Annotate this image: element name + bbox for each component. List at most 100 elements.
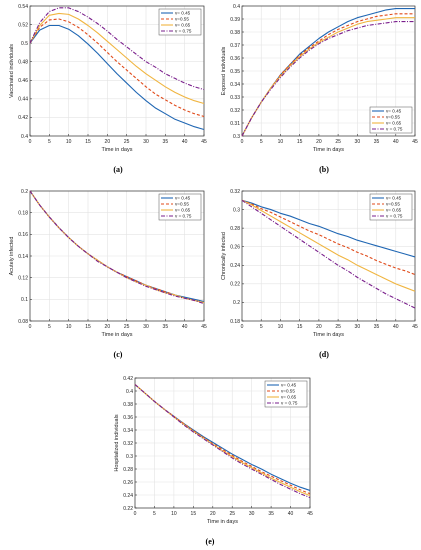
- x-tick-label: 30: [143, 324, 149, 330]
- y-tick-label: 0.42: [123, 376, 133, 382]
- legend-label-3: ν= 0.65: [175, 23, 191, 28]
- panel-label-d: (d): [319, 350, 329, 359]
- y-axis-label: Hospitalized individuals: [114, 414, 120, 471]
- x-tick-label: 10: [278, 139, 284, 145]
- x-axis-label: Time in days: [313, 332, 344, 338]
- x-tick-label: 15: [297, 324, 303, 330]
- x-tick-label: 30: [355, 139, 361, 145]
- y-tick-label: 0.32: [230, 108, 240, 114]
- panel-label-b: (b): [319, 165, 329, 174]
- legend-label-2: ν=0.55: [386, 115, 400, 120]
- x-axis-label: Time in days: [313, 147, 344, 153]
- legend-label-1: ν= 0.45: [175, 11, 191, 16]
- x-tick-label: 45: [412, 139, 418, 145]
- x-tick-label: 10: [66, 139, 72, 145]
- panel-label-e: (e): [205, 537, 215, 546]
- series-line-4: [241, 199, 416, 309]
- legend-label-4: ν = 0.75: [175, 29, 192, 34]
- x-tick-label: 15: [85, 139, 91, 145]
- y-tick-label: 0.48: [18, 60, 28, 66]
- x-tick-label: 5: [48, 139, 51, 145]
- x-tick-label: 25: [335, 139, 341, 145]
- x-tick-label: 30: [143, 139, 149, 145]
- legend-label-2: ν=0.55: [175, 17, 189, 22]
- legend-label-4: ν = 0.75: [386, 127, 403, 132]
- y-tick-label: 0.32: [230, 189, 240, 195]
- y-tick-label: 0.22: [230, 282, 240, 288]
- x-tick-label: 45: [412, 324, 418, 330]
- y-tick-label: 0.18: [18, 210, 28, 216]
- y-tick-label: 0.2: [21, 189, 28, 195]
- y-tick-label: 0.36: [123, 415, 133, 421]
- y-tick-label: 0.26: [230, 245, 240, 251]
- series-line-3: [241, 17, 415, 137]
- y-tick-label: 0.24: [123, 493, 133, 499]
- y-tick-label: 0.46: [18, 78, 28, 84]
- x-axis-label: Time in days: [102, 147, 133, 153]
- series-line-3: [241, 199, 416, 292]
- y-tick-label: 0.5: [21, 41, 28, 47]
- panel-label-a: (a): [113, 165, 123, 174]
- x-tick-label: 45: [307, 511, 313, 517]
- x-tick-label: 35: [268, 511, 274, 517]
- x-tick-label: 5: [260, 139, 263, 145]
- y-tick-label: 0.34: [230, 82, 240, 88]
- x-tick-label: 0: [29, 139, 32, 145]
- y-tick-label: 0.24: [230, 263, 240, 269]
- y-tick-label: 0.26: [123, 480, 133, 486]
- plot-frame: [29, 190, 205, 322]
- x-tick-label: 10: [66, 324, 72, 330]
- x-axis-label: Time in days: [207, 519, 238, 525]
- series-line-4: [29, 190, 205, 305]
- y-tick-label: 0.39: [230, 17, 240, 23]
- y-tick-label: 0.34: [123, 428, 133, 434]
- y-tick-label: 0.31: [230, 121, 240, 127]
- chart-hospitalized: 0 5 10 15 20 25 30 35 40 45 0.22 0.24 0.26 0.28 0.3 0.3…: [114, 376, 313, 525]
- legend-label-1: ν= 0.45: [281, 383, 297, 388]
- x-tick-label: 0: [134, 511, 137, 517]
- plot-frame: [134, 377, 311, 509]
- y-tick-label: 0.18: [230, 319, 240, 325]
- y-tick-label: 0.28: [123, 467, 133, 473]
- legend: ν= 0.45ν=0.55ν= 0.65ν = 0.75: [158, 193, 202, 221]
- x-tick-label: 45: [201, 324, 207, 330]
- x-tick-label: 5: [260, 324, 263, 330]
- y-tick-label: 0.54: [18, 4, 28, 10]
- x-tick-label: 20: [316, 139, 322, 145]
- panel-label-c: (c): [113, 350, 123, 359]
- y-tick-label: 0.4: [126, 389, 133, 395]
- series-line-3: [29, 12, 205, 105]
- chart-exposed: 0 5 10 15 20 25 30 35 40 45 0.3 0.31 0.32 0.33 0.34 0.3…: [221, 4, 418, 153]
- x-tick-label: 40: [182, 324, 188, 330]
- x-tick-label: 15: [85, 324, 91, 330]
- legend-label-4: ν = 0.75: [281, 401, 298, 406]
- x-tick-label: 0: [29, 324, 32, 330]
- legend: ν= 0.45ν=0.55ν= 0.65ν = 0.75: [369, 106, 413, 134]
- chart-chronically-infected: 0 5 10 15 20 25 30 35 40 45 0.18 0.2 0.22 0.24 0.26 0.2…: [221, 189, 418, 338]
- x-tick-label: 15: [191, 511, 197, 517]
- y-axis-label: Vaccinated individuals: [9, 44, 15, 98]
- x-tick-label: 10: [278, 324, 284, 330]
- x-axis-label: Time in days: [102, 332, 133, 338]
- y-tick-label: 0.38: [230, 30, 240, 36]
- series-line-2: [29, 18, 205, 118]
- x-tick-label: 30: [249, 511, 255, 517]
- y-tick-label: 0.12: [18, 275, 28, 281]
- x-tick-label: 0: [241, 324, 244, 330]
- y-tick-label: 0.33: [230, 95, 240, 101]
- x-tick-label: 40: [288, 511, 294, 517]
- y-tick-label: 0.08: [18, 319, 28, 325]
- x-tick-label: 20: [316, 324, 322, 330]
- plot-frame: [241, 5, 416, 137]
- x-tick-label: 0: [241, 139, 244, 145]
- x-tick-label: 25: [124, 139, 130, 145]
- legend-label-4: ν = 0.75: [386, 214, 403, 219]
- x-tick-label: 45: [201, 139, 207, 145]
- series-line-1: [241, 199, 416, 258]
- series-line-4: [134, 384, 311, 499]
- legend-label-1: ν= 0.45: [386, 196, 402, 201]
- legend-label-2: ν=0.55: [281, 389, 295, 394]
- legend: ν= 0.45ν=0.55ν= 0.65ν = 0.75: [158, 8, 202, 36]
- legend: ν= 0.45ν=0.55ν= 0.65ν = 0.75: [264, 380, 308, 408]
